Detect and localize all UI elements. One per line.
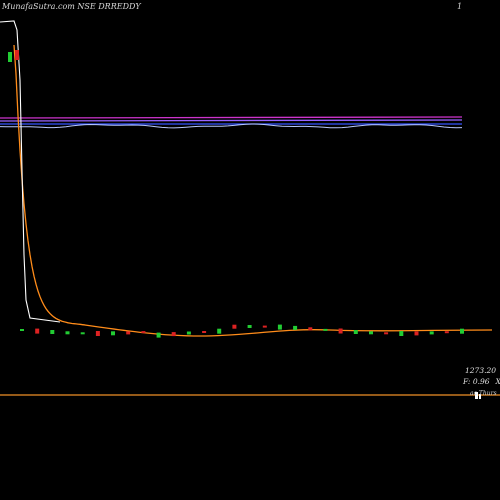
candle (444, 331, 449, 334)
long-moving-average-line (13, 44, 493, 337)
candle (277, 324, 282, 330)
stat-x-label: X (496, 377, 500, 386)
candle (141, 331, 146, 334)
latest-marker-icon (479, 394, 481, 399)
candle (247, 325, 252, 328)
last-price-label: 1273.20 (465, 366, 497, 375)
candle (323, 328, 328, 331)
candle (414, 331, 419, 336)
candle (80, 332, 85, 335)
band-line (0, 123, 463, 129)
stat-f-label: F: 0.96 (463, 377, 490, 386)
latest-marker-icon (475, 392, 478, 399)
candle (429, 331, 434, 335)
candle (293, 325, 298, 330)
candle (171, 332, 176, 337)
candle (353, 330, 358, 334)
ma-overlay-line (0, 116, 463, 119)
price-line (0, 20, 61, 323)
candle (460, 328, 464, 334)
candle (126, 331, 131, 335)
stats-label: F: 0.96 X (463, 377, 500, 386)
moving-average-overlays (0, 116, 463, 129)
candle (95, 331, 100, 336)
candle (186, 331, 191, 335)
chart-aux-label: 1 (457, 2, 463, 11)
candle (369, 331, 373, 335)
ma-overlay-line (0, 119, 463, 122)
candle (217, 328, 222, 334)
candle (50, 330, 55, 334)
candle (8, 52, 12, 62)
candle (338, 328, 343, 334)
candle (35, 328, 40, 334)
candle (156, 332, 161, 338)
candle (399, 331, 404, 336)
candle (65, 331, 70, 335)
candle (308, 327, 313, 331)
candlesticks (8, 50, 464, 338)
candle (202, 331, 207, 333)
candle (232, 324, 237, 329)
chart-title: MunafaSutra.com NSE DRREDDY (2, 2, 141, 11)
candle (384, 332, 389, 335)
date-label: ac Thurs (470, 390, 497, 397)
candle (262, 325, 267, 328)
candle (20, 329, 24, 331)
candle (15, 50, 19, 60)
candle (111, 331, 115, 336)
